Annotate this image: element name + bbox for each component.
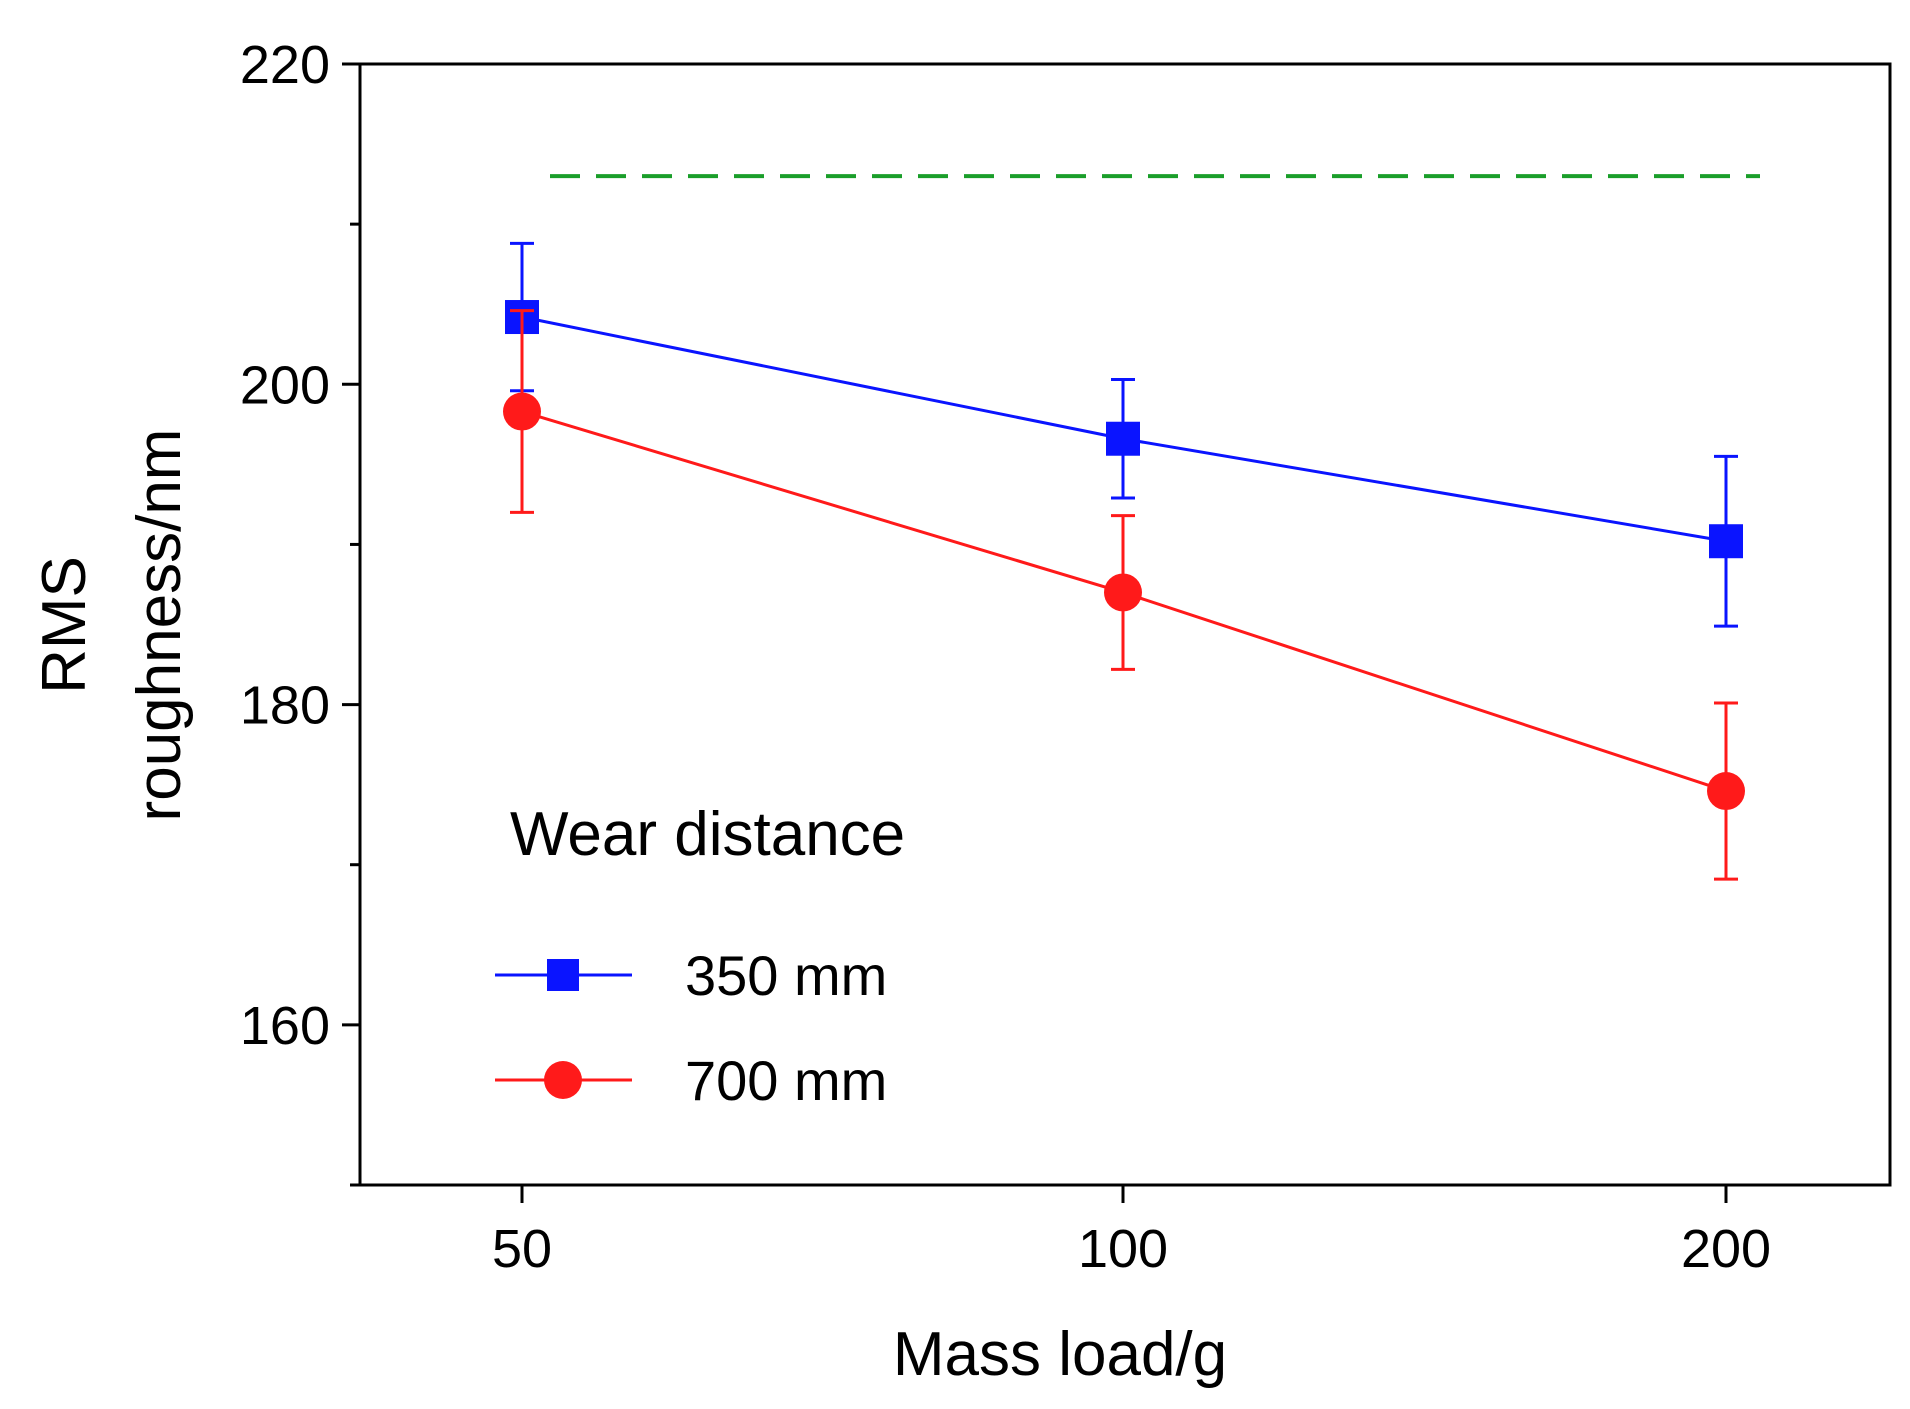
data-point-1-2: [1707, 772, 1745, 811]
x-tick-label-2: 200: [1681, 1219, 1771, 1279]
legend-marker-0: [547, 959, 579, 991]
data-point-0-2: [1709, 524, 1743, 559]
data-point-1-0: [503, 392, 541, 431]
data-point-0-1: [1106, 421, 1140, 456]
legend: 350 mm 700 mm: [495, 944, 887, 1112]
legend-label-1: 700 mm: [685, 1049, 887, 1112]
legend-title: Wear distance: [510, 800, 905, 869]
data-point-1-1: [1104, 573, 1142, 612]
x-tick-label-0: 50: [492, 1219, 552, 1279]
x-tick-label-1: 100: [1078, 1219, 1168, 1279]
legend-marker-1: [544, 1061, 582, 1099]
y-tick-label-2: 200: [240, 355, 330, 415]
y-tick-label-3: 220: [240, 35, 330, 95]
series-layer: [503, 241, 1745, 881]
y-axis-title-line1: RMS: [30, 556, 99, 694]
tick-label-layer: 160 180 200 220 50 100 200: [240, 35, 1771, 1279]
y-tick-label-1: 180: [240, 676, 330, 736]
plot-frame: [358, 62, 1892, 1187]
x-axis-title: Mass load/g: [893, 1320, 1227, 1389]
legend-label-0: 350 mm: [685, 944, 887, 1007]
y-tick-label-0: 160: [240, 996, 330, 1056]
axis-ticks: [342, 62, 1728, 1203]
y-axis-title-line2: roughness/nm: [125, 429, 194, 822]
